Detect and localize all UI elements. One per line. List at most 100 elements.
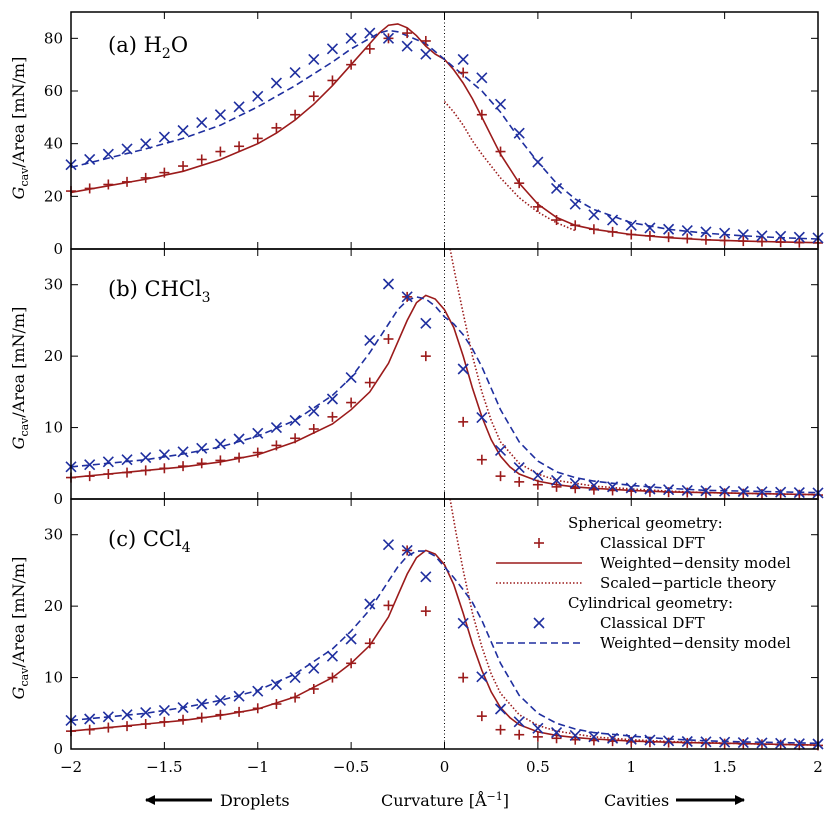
x-axis-label: Curvature [Å−1] — [381, 790, 509, 810]
sph-dft-point — [775, 739, 786, 750]
sph-dft-point — [252, 447, 263, 458]
sph-dft-point — [551, 215, 562, 226]
cyl-dft-point — [700, 226, 712, 238]
sph-dft-point — [644, 230, 655, 241]
sph-dft-point — [476, 711, 487, 722]
sph-dft-point — [794, 237, 805, 248]
sph-dft-point — [159, 463, 170, 474]
sph-dft-point — [682, 487, 693, 498]
sph-dft-point — [458, 67, 469, 78]
sph-dft-point — [84, 471, 95, 482]
sph-dft-point — [178, 461, 189, 472]
sph-dft-point — [700, 487, 711, 498]
sph-dft-point — [476, 109, 487, 120]
cyl-dft-point — [140, 707, 152, 719]
plot-frame — [70, 498, 819, 750]
y-tick-label: 10 — [44, 669, 63, 687]
x-tick-label: −1.5 — [146, 758, 182, 776]
cyl-dft-point — [364, 334, 376, 346]
sph-dft-point — [738, 739, 749, 749]
cyl-dft-point — [625, 219, 637, 231]
cyl-dft-point — [663, 484, 675, 496]
sph-dft-point — [495, 471, 506, 482]
cyl-dft-point — [775, 737, 787, 749]
cyl-dft-point — [793, 738, 805, 750]
y-tick-label: 10 — [44, 419, 63, 437]
cyl-dft-point — [326, 650, 339, 662]
cyl-dft-point — [588, 209, 600, 221]
cyl-dft-point — [289, 672, 301, 684]
sph-dft-point — [663, 737, 674, 748]
panel-a: 0 20 40 60 80 — [44, 11, 824, 258]
panel-b: 0 10 20 30 — [44, 248, 824, 508]
cyl-dft-point — [252, 685, 264, 697]
sph-dft-point — [196, 458, 207, 469]
cyl-dft-point — [719, 485, 731, 497]
sph-dft-point — [756, 236, 767, 247]
sph-dft-point — [719, 235, 730, 246]
sph-dft-point — [122, 721, 133, 732]
cyl-dft-point — [644, 483, 656, 495]
sph-dft-point — [308, 91, 319, 102]
cyl-dft-point — [158, 131, 170, 143]
sph-dft-point — [346, 397, 357, 408]
cyl-dft-point — [476, 72, 488, 84]
sph-dft-point — [719, 488, 730, 499]
sph-dft-point — [271, 122, 282, 133]
cyl-dft-point — [196, 442, 208, 454]
sph-dft-point — [308, 684, 319, 694]
cyl-dft-point — [382, 278, 395, 290]
sph-dft-point — [290, 433, 301, 444]
x-tick-label: 2 — [813, 758, 823, 776]
cyl-dft-point — [644, 222, 656, 234]
sph-dft-point — [140, 172, 151, 183]
y-tick-label: 0 — [53, 740, 63, 758]
panel-label-c: (c) CCl4 — [108, 527, 191, 556]
cyl-dft-point — [84, 459, 96, 471]
sph-dft-point — [570, 483, 581, 494]
cyl-dft-point — [737, 737, 749, 749]
sph-dft-point — [234, 141, 245, 152]
sph-dft-point — [458, 672, 469, 683]
sph-dft-point — [532, 201, 543, 212]
cyl-dft-point — [121, 143, 133, 155]
cyl-dft-point — [289, 67, 301, 79]
cyl-dft-point — [756, 486, 768, 498]
cyl-dft-point — [214, 694, 226, 706]
x-tick-label: −1 — [247, 758, 269, 776]
cyl-dft-point — [494, 444, 507, 456]
sph-dft-point — [420, 351, 431, 362]
cyl-dft-point — [513, 716, 525, 728]
cyl-dft-point — [382, 539, 395, 551]
x-tick-label: 0.5 — [526, 758, 550, 776]
cyl-dft-point — [84, 153, 96, 166]
sph-dft-point — [327, 672, 338, 683]
cyl-dft-point — [121, 709, 133, 721]
cyl-dft-point — [550, 727, 563, 739]
panel-label-b: (b) CHCl3 — [108, 277, 211, 306]
cyl-dft-point — [681, 484, 693, 496]
cyl-dft-point — [625, 482, 637, 494]
legend-cyl-wdm-label: Weighted−density model — [600, 634, 791, 652]
cyl-dft-point — [364, 598, 376, 610]
sph-dft-point — [234, 706, 245, 717]
y-tick-label: 0 — [53, 490, 63, 508]
sph-dft-point — [346, 59, 357, 70]
cyl-dft-point — [252, 90, 264, 102]
sph-dft-point — [346, 658, 357, 669]
cyl-dft-point — [270, 77, 282, 89]
sph-dft-point — [178, 161, 189, 172]
sph-dft-point — [290, 692, 301, 703]
cavities-label: Cavities — [604, 791, 669, 810]
sph-dft-point — [364, 43, 375, 54]
sph-dft-point — [234, 452, 245, 463]
cyl-dft-point — [569, 729, 581, 741]
cyl-dft-point — [775, 486, 787, 498]
sph-dft-point — [122, 467, 133, 478]
cyl-dft-point — [158, 704, 170, 716]
sph-dft-point — [756, 489, 767, 499]
sph-dft-point — [495, 146, 506, 157]
cyl-dft-point — [793, 487, 805, 499]
